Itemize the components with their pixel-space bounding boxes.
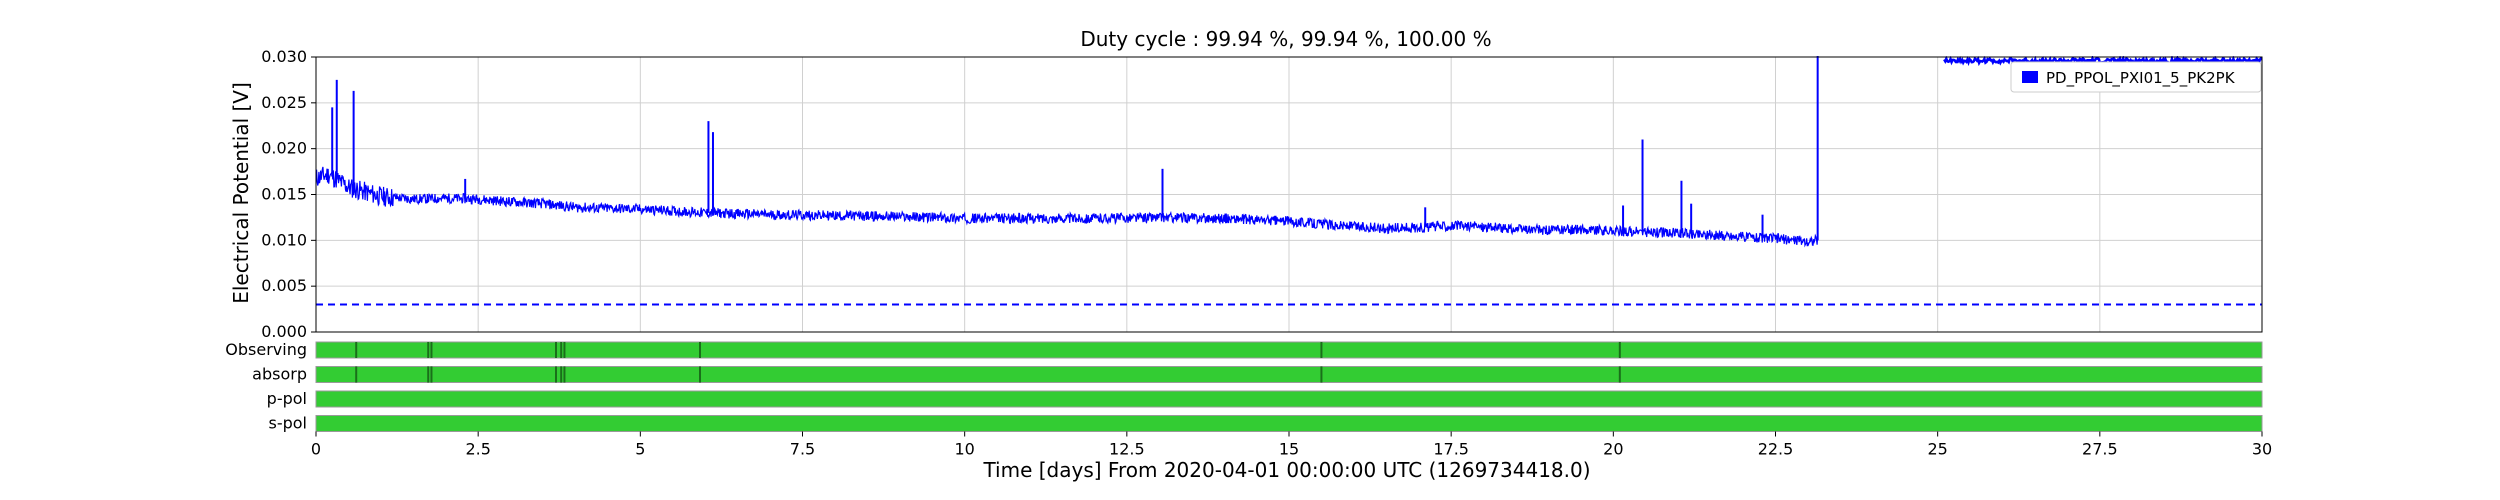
segment-bar-absorp [316, 366, 2262, 383]
x-tick-label-5: 12.5 [1109, 440, 1145, 459]
x-tick-label-8: 20 [1603, 440, 1623, 459]
series-line-PD_PPOL_PXI01_5_PK2PK [316, 166, 1819, 248]
segment-label-0: Observing [225, 340, 307, 359]
main-axes-frame [315, 56, 2263, 333]
legend: PD_PPOL_PXI01_5_PK2PK [2010, 61, 2262, 93]
x-tick-label-0: 0 [311, 440, 321, 459]
main-plot: 0.000 0.005 0.010 0.015 0.020 0.025 0.030 [261, 47, 2263, 341]
x-tick-label-11: 27.5 [2082, 440, 2118, 459]
x-tick-label-3: 7.5 [790, 440, 815, 459]
y-axis-label: Electrical Potential [V] [229, 82, 253, 304]
x-tick-label-6: 15 [1279, 440, 1299, 459]
x-tick-label-7: 17.5 [1433, 440, 1469, 459]
segment-label-3: s-pol [269, 414, 308, 433]
x-axis-label: Time [days] From 2020-04-01 00:00:00 UTC… [982, 458, 1590, 482]
x-tick-label-10: 25 [1927, 440, 1947, 459]
y-tick-label-0: 0.000 [261, 322, 307, 341]
segment-bar-p-pol [316, 391, 2262, 407]
x-tick-label-9: 22.5 [1758, 440, 1794, 459]
x-tick-label-4: 10 [954, 440, 974, 459]
chart-title: Duty cycle : 99.94 %, 99.94 %, 100.00 % [1080, 27, 1491, 51]
x-tick-label-2: 5 [635, 440, 645, 459]
segment-frame-0 [315, 341, 2263, 359]
segment-label-2: p-pol [267, 389, 307, 408]
legend-label: PD_PPOL_PXI01_5_PK2PK [2046, 69, 2236, 88]
y-tick-label-1: 0.005 [261, 276, 307, 295]
y-tick-label-2: 0.010 [261, 230, 307, 249]
legend-swatch [2022, 71, 2038, 83]
legend-box [2010, 61, 2262, 93]
series-group [316, 56, 2262, 306]
segment-frame-2 [315, 390, 2263, 408]
y-tick-label-4: 0.020 [261, 139, 307, 158]
segment-bar-s-pol [316, 415, 2262, 432]
x-tick-label-1: 2.5 [465, 440, 490, 459]
y-tick-label-3: 0.015 [261, 185, 307, 204]
y-tick-label-5: 0.025 [261, 93, 307, 112]
segment-bar-Observing [316, 342, 2262, 358]
segment-label-1: absorp [252, 365, 307, 384]
segment-frame-1 [315, 366, 2263, 383]
y-tick-label-6: 0.030 [261, 47, 307, 66]
x-tick-label-12: 30 [2252, 440, 2272, 459]
